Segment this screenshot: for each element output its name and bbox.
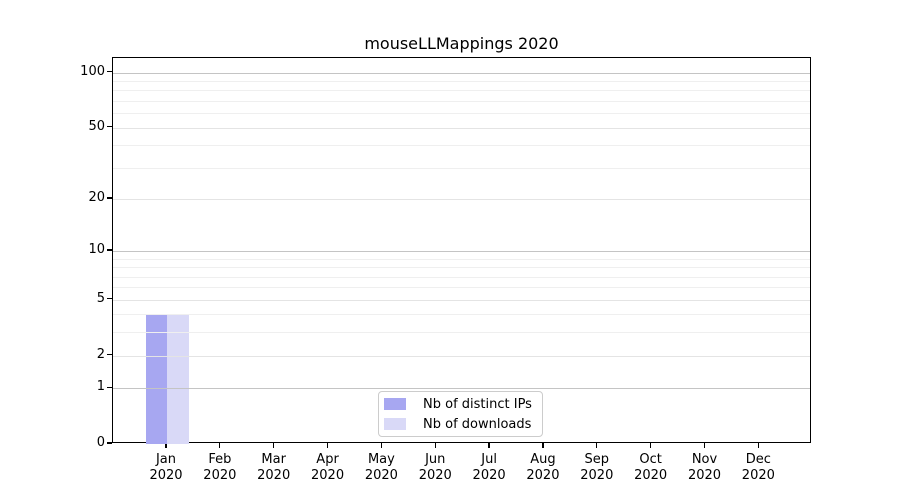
y-tick-mark-1 [107, 386, 112, 388]
y-tick-mark-0 [107, 442, 112, 444]
y-gridline-40 [113, 145, 810, 147]
y-gridline-80 [113, 90, 810, 92]
y-gridline-70 [113, 100, 810, 102]
y-tick-label-5: 5 [96, 290, 105, 306]
y-gridline-100 [113, 72, 810, 74]
x-tick-mark-nov [703, 443, 706, 448]
x-tick-mark-oct [650, 443, 652, 448]
y-tick-label-10: 10 [88, 242, 105, 257]
chart-title: mouseLLMappings 2020 [364, 34, 559, 53]
y-gridline-7 [113, 276, 810, 278]
x-tick-label-jan: Jan 2020 [149, 452, 183, 483]
y-tick-mark-2 [107, 353, 112, 356]
x-tick-mark-jul [488, 443, 490, 448]
y-gridline-3 [113, 332, 810, 334]
y-tick-label-100: 100 [80, 63, 105, 79]
legend-swatch-downloads-icon [384, 418, 406, 430]
legend: Nb of distinct IPs Nb of downloads [378, 391, 543, 437]
y-gridline-90 [113, 80, 810, 82]
legend-label-distinct-ips: Nb of distinct IPs [423, 396, 532, 412]
x-tick-mark-apr [326, 443, 329, 448]
y-tick-mark-50 [107, 125, 112, 128]
y-tick-mark-20 [107, 197, 112, 199]
bar-nb-of-downloads-jan [167, 314, 189, 444]
y-tick-label-1: 1 [96, 379, 105, 395]
x-tick-label-sep: Sep 2020 [580, 452, 614, 483]
x-tick-mark-feb [219, 443, 221, 448]
y-gridline-4 [113, 314, 810, 316]
x-tick-label-dec: Dec 2020 [741, 452, 775, 483]
y-gridline-5 [113, 299, 810, 301]
y-gridline-60 [113, 113, 810, 115]
y-gridline-20 [113, 198, 810, 200]
legend-item-distinct-ips: Nb of distinct IPs [384, 396, 542, 412]
x-tick-label-jul: Jul 2020 [472, 452, 506, 483]
y-gridline-8 [113, 267, 810, 269]
legend-item-downloads: Nb of downloads [384, 416, 542, 432]
y-gridline-9 [113, 258, 810, 260]
y-tick-mark-10 [107, 249, 112, 251]
y-tick-label-20: 20 [88, 189, 105, 205]
y-gridline-30 [113, 167, 810, 169]
y-gridline-2 [113, 355, 810, 357]
y-gridline-50 [113, 127, 810, 129]
legend-swatch-distinct-ips-icon [384, 398, 406, 410]
x-tick-mark-dec [757, 443, 759, 448]
x-tick-label-mar: Mar 2020 [257, 452, 291, 483]
y-tick-mark-5 [107, 298, 112, 300]
x-tick-label-jun: Jun 2020 [418, 452, 452, 483]
x-tick-mark-jun [434, 443, 436, 448]
x-tick-label-nov: Nov 2020 [687, 452, 722, 483]
x-tick-label-may: May 2020 [364, 452, 398, 483]
plot-area [112, 57, 811, 444]
y-gridline-1 [113, 388, 810, 390]
bar-nb-of-distinct-ips-jan [145, 314, 167, 444]
y-gridline-10 [113, 251, 810, 252]
x-tick-mark-aug [542, 443, 544, 448]
legend-label-downloads: Nb of downloads [423, 416, 532, 432]
x-tick-mark-jan [165, 443, 167, 448]
y-tick-label-2: 2 [96, 346, 105, 362]
x-tick-label-aug: Aug 2020 [526, 452, 560, 483]
y-tick-mark-100 [107, 70, 112, 73]
x-tick-mark-may [380, 443, 383, 448]
y-tick-label-0: 0 [96, 435, 105, 450]
x-tick-label-oct: Oct 2020 [634, 452, 668, 483]
y-gridline-6 [113, 287, 810, 289]
x-tick-label-apr: Apr 2020 [311, 452, 345, 483]
y-tick-label-50: 50 [88, 118, 105, 134]
x-tick-label-feb: Feb 2020 [203, 452, 237, 483]
x-tick-mark-sep [596, 443, 598, 448]
x-tick-mark-mar [273, 443, 275, 448]
